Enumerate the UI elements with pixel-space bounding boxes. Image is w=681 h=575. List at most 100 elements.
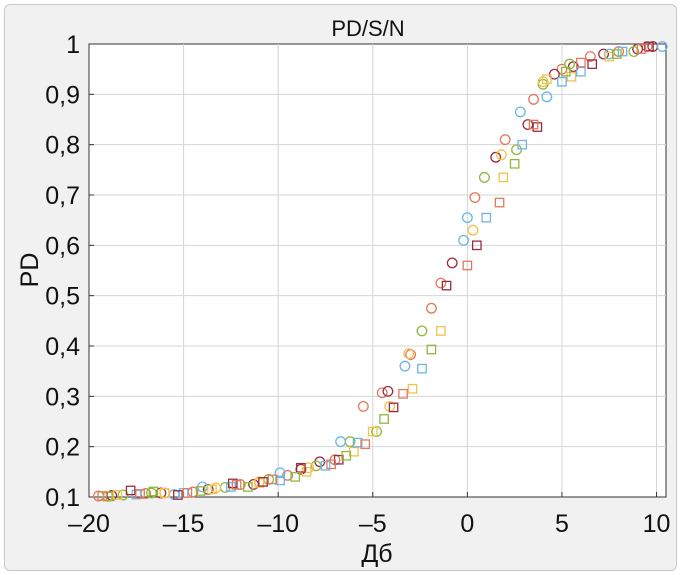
data-point-circle: [403, 348, 415, 360]
data-point-square: [528, 119, 539, 130]
data-point-square: [290, 472, 301, 482]
data-point-square: [341, 450, 352, 461]
data-point-circle: [656, 41, 668, 52]
data-point-circle: [357, 400, 369, 412]
data-point-square: [275, 475, 285, 486]
data-point-square: [611, 49, 622, 59]
data-point-circle: [541, 91, 553, 103]
data-point-square: [103, 491, 113, 502]
data-point-square: [173, 490, 183, 500]
x-tick-label: –5: [359, 510, 387, 538]
grid-lines: [89, 44, 666, 497]
x-tick-label: 10: [643, 510, 671, 538]
data-point-square: [498, 172, 509, 183]
data-point-square: [471, 240, 482, 251]
data-point-square: [267, 474, 278, 485]
data-point-circle: [425, 302, 437, 314]
data-point-circle: [461, 212, 473, 224]
x-ticks: –20 –15 –10 –5 0 5 10: [68, 492, 670, 538]
data-point-square: [112, 490, 123, 500]
data-point-circle: [274, 467, 286, 479]
data-point-square: [557, 76, 567, 87]
data-point-square: [182, 488, 193, 498]
data-point-square: [367, 426, 378, 437]
data-point-square: [360, 439, 371, 450]
data-point-square: [517, 139, 528, 150]
data-point-circle: [528, 93, 540, 105]
data-point-square: [398, 388, 408, 399]
data-point-square: [258, 477, 268, 487]
data-point-square: [604, 51, 615, 62]
y-tick-label: 0,6: [45, 232, 80, 260]
plot-area: [88, 43, 667, 498]
data-point-circle: [584, 51, 596, 63]
y-ticks: 0,1 0,2 0,3 0,4 0,5 0,6 0,7 0,8 0,9 1: [45, 31, 94, 512]
data-point-square: [379, 414, 389, 424]
data-point-square: [636, 44, 647, 54]
data-point-circle: [514, 106, 526, 118]
data-point-square: [159, 488, 170, 498]
data-point-square: [587, 59, 598, 69]
data-point-circle: [499, 134, 511, 146]
x-tick-label: –15: [163, 510, 205, 538]
data-point-circle: [469, 192, 481, 203]
x-axis-label: Дб: [361, 540, 392, 568]
data-point-square: [352, 437, 363, 448]
data-point-circle: [490, 151, 502, 163]
y-tick-label: 0,4: [45, 333, 80, 361]
x-tick-label: –10: [257, 510, 299, 538]
data-point-square: [644, 41, 654, 52]
y-axis-label: PD: [16, 253, 44, 288]
data-point-circle: [478, 171, 490, 183]
x-tick-label: 5: [555, 510, 569, 538]
data-point-circle: [598, 48, 610, 60]
data-point-circle: [548, 68, 560, 80]
data-point-circle: [376, 387, 388, 399]
data-point-circle: [467, 224, 479, 236]
data-point-square: [462, 260, 473, 271]
data-point-circle: [416, 325, 428, 337]
data-point-square: [296, 462, 306, 473]
data-point-circle: [458, 234, 470, 246]
data-point-square: [541, 74, 552, 85]
data-points: [93, 41, 668, 502]
data-point-square: [125, 485, 136, 496]
data-point-circle: [399, 360, 411, 372]
data-point-square: [494, 197, 505, 208]
data-point-square: [566, 71, 577, 82]
data-point-circle: [446, 257, 458, 269]
data-point-square: [243, 482, 253, 492]
data-point-circle: [495, 149, 507, 161]
x-tick-label: –20: [68, 510, 110, 538]
x-tick-label: 0: [460, 510, 474, 538]
y-tick-label: 0,7: [45, 182, 80, 210]
y-tick-label: 0,8: [45, 132, 80, 160]
data-point-circle: [435, 277, 447, 289]
y-tick-label: 0,2: [45, 434, 80, 462]
data-point-circle: [382, 385, 394, 397]
data-point-square: [97, 491, 108, 501]
chart-title: PD/S/N: [331, 16, 404, 41]
y-tick-label: 0,3: [45, 383, 80, 411]
data-point-square: [231, 480, 242, 490]
data-point-square: [617, 46, 628, 57]
data-point-square: [576, 57, 586, 68]
data-point-square: [407, 383, 418, 394]
data-point-square: [481, 212, 492, 223]
data-point-square: [135, 489, 145, 499]
data-point-square: [436, 326, 446, 336]
data-point-circle: [628, 46, 640, 58]
data-point-square: [509, 158, 520, 169]
data-point-circle: [282, 469, 294, 481]
data-point-circle: [145, 487, 157, 499]
data-point-square: [207, 484, 217, 495]
y-tick-label: 0,9: [45, 81, 80, 109]
y-tick-label: 0,1: [45, 484, 80, 512]
data-point-square: [417, 363, 427, 374]
data-point-square: [388, 402, 399, 413]
y-tick-label: 0,5: [45, 283, 80, 311]
data-point-square: [441, 280, 452, 291]
data-point-square: [320, 460, 331, 471]
data-point-square: [426, 344, 437, 355]
